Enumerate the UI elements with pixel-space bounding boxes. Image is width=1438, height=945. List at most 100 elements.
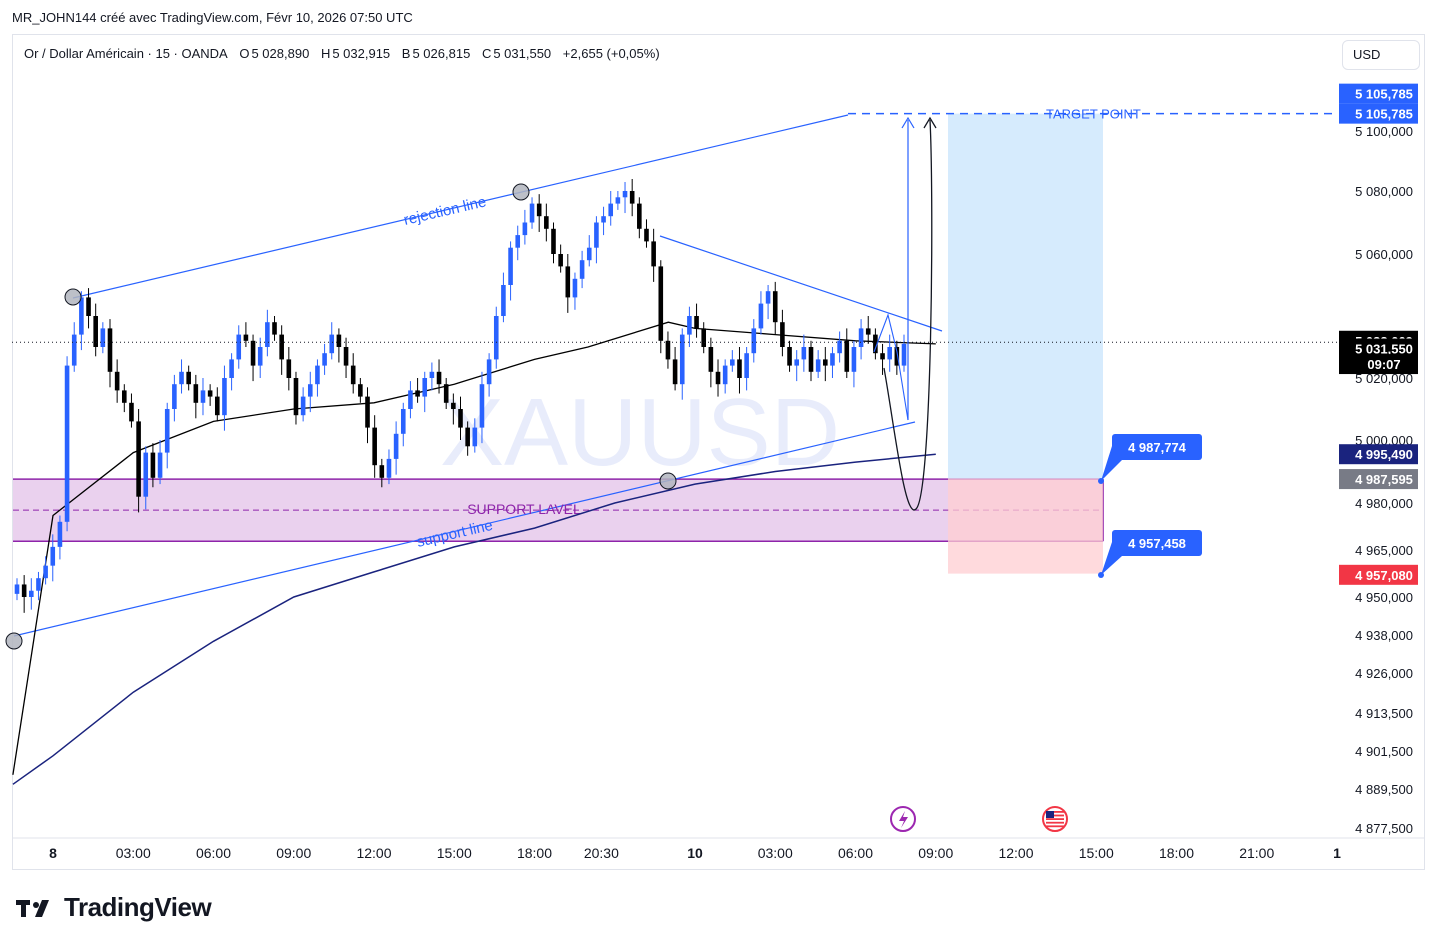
candle-body[interactable]: [114, 371, 120, 391]
candle-body[interactable]: [837, 340, 842, 354]
candle-body[interactable]: [508, 247, 513, 285]
candle-body[interactable]: [558, 254, 563, 267]
candle-body[interactable]: [322, 353, 327, 366]
chart-panel[interactable]: [12, 34, 1425, 870]
candle-body[interactable]: [615, 197, 621, 204]
candle-body[interactable]: [293, 378, 299, 416]
candle-body[interactable]: [50, 546, 56, 566]
candle-body[interactable]: [121, 390, 127, 403]
candle-body[interactable]: [343, 347, 349, 366]
candle-body[interactable]: [858, 328, 864, 347]
candle-body[interactable]: [350, 365, 356, 385]
candle-body[interactable]: [501, 285, 506, 316]
candle-body[interactable]: [751, 328, 757, 354]
candle-body[interactable]: [422, 378, 428, 397]
candle-body[interactable]: [479, 384, 485, 428]
candle-body[interactable]: [436, 371, 442, 385]
candle-body[interactable]: [765, 291, 771, 304]
candle-body[interactable]: [186, 371, 191, 385]
candle-body[interactable]: [808, 347, 814, 372]
candle-body[interactable]: [823, 359, 828, 366]
candle-body[interactable]: [100, 328, 106, 347]
candle-body[interactable]: [594, 222, 599, 248]
candle-body[interactable]: [579, 260, 585, 279]
candle-body[interactable]: [336, 334, 342, 347]
candle-body[interactable]: [415, 390, 420, 397]
candle-body[interactable]: [386, 458, 392, 478]
candle-body[interactable]: [71, 334, 77, 366]
candle-body[interactable]: [708, 347, 714, 372]
candle-body[interactable]: [637, 203, 642, 229]
candle-body[interactable]: [136, 421, 141, 497]
candle-body[interactable]: [493, 316, 499, 360]
pivot-marker[interactable]: [659, 472, 677, 490]
target-zone[interactable]: [948, 113, 1103, 479]
candle-body[interactable]: [486, 359, 492, 385]
pivot-marker[interactable]: [64, 288, 82, 306]
symbol-title[interactable]: Or / Dollar Américain · 15 · OANDA: [24, 46, 228, 61]
candle-body[interactable]: [272, 322, 277, 335]
candle-body[interactable]: [586, 247, 592, 261]
stop-handle[interactable]: [1098, 572, 1104, 578]
candle-body[interactable]: [379, 465, 385, 478]
candle-body[interactable]: [801, 347, 807, 360]
candle-body[interactable]: [229, 359, 234, 378]
support-trend-line[interactable]: [13, 421, 916, 637]
candle-body[interactable]: [536, 203, 542, 217]
candle-body[interactable]: [901, 343, 907, 366]
candle-body[interactable]: [107, 328, 113, 372]
candle-body[interactable]: [243, 334, 249, 341]
candle-body[interactable]: [172, 384, 177, 409]
candle-body[interactable]: [358, 384, 363, 397]
candle-body[interactable]: [679, 334, 685, 385]
pivot-marker[interactable]: [5, 632, 23, 650]
candle-body[interactable]: [315, 365, 320, 385]
candle-body[interactable]: [279, 334, 284, 360]
candle-body[interactable]: [830, 353, 835, 366]
candle-body[interactable]: [873, 334, 878, 354]
candle-body[interactable]: [844, 340, 850, 372]
candle-body[interactable]: [722, 365, 728, 385]
candle-body[interactable]: [551, 228, 556, 254]
candle-body[interactable]: [601, 216, 606, 223]
candle-body[interactable]: [758, 303, 764, 329]
stop-zone[interactable]: [948, 478, 1103, 574]
candle-body[interactable]: [644, 228, 649, 242]
candle-body[interactable]: [744, 353, 749, 378]
rejection-line[interactable]: [72, 114, 849, 299]
candle-body[interactable]: [815, 359, 821, 372]
candle-body[interactable]: [572, 278, 578, 298]
candle-body[interactable]: [157, 452, 163, 478]
candle-body[interactable]: [14, 584, 20, 594]
candle-body[interactable]: [694, 316, 699, 329]
candle-body[interactable]: [780, 322, 785, 347]
candle-body[interactable]: [894, 347, 900, 366]
currency-selector[interactable]: USD: [1342, 40, 1420, 70]
candle-body[interactable]: [608, 203, 614, 217]
candle-body[interactable]: [787, 347, 792, 366]
candle-body[interactable]: [794, 359, 800, 366]
candle-body[interactable]: [257, 347, 263, 366]
candle-body[interactable]: [443, 384, 449, 403]
candle-body[interactable]: [21, 584, 27, 597]
candle-body[interactable]: [193, 384, 199, 403]
candle-body[interactable]: [408, 390, 413, 409]
candle-body[interactable]: [629, 191, 635, 204]
candle-body[interactable]: [658, 266, 664, 341]
candle-body[interactable]: [730, 359, 735, 366]
candle-body[interactable]: [64, 365, 70, 522]
candle-body[interactable]: [887, 347, 892, 360]
candle-body[interactable]: [57, 521, 63, 547]
candle-body[interactable]: [143, 452, 149, 497]
candle-body[interactable]: [286, 359, 292, 378]
candle-body[interactable]: [701, 328, 707, 347]
candle-body[interactable]: [250, 340, 256, 366]
candle-body[interactable]: [565, 266, 571, 298]
candle-body[interactable]: [522, 222, 528, 236]
candle-body[interactable]: [300, 396, 306, 416]
candle-body[interactable]: [400, 409, 406, 434]
candle-body[interactable]: [472, 427, 478, 447]
candle-body[interactable]: [93, 316, 98, 347]
entry-callout-box[interactable]: [1112, 434, 1202, 460]
candle-body[interactable]: [544, 216, 549, 229]
